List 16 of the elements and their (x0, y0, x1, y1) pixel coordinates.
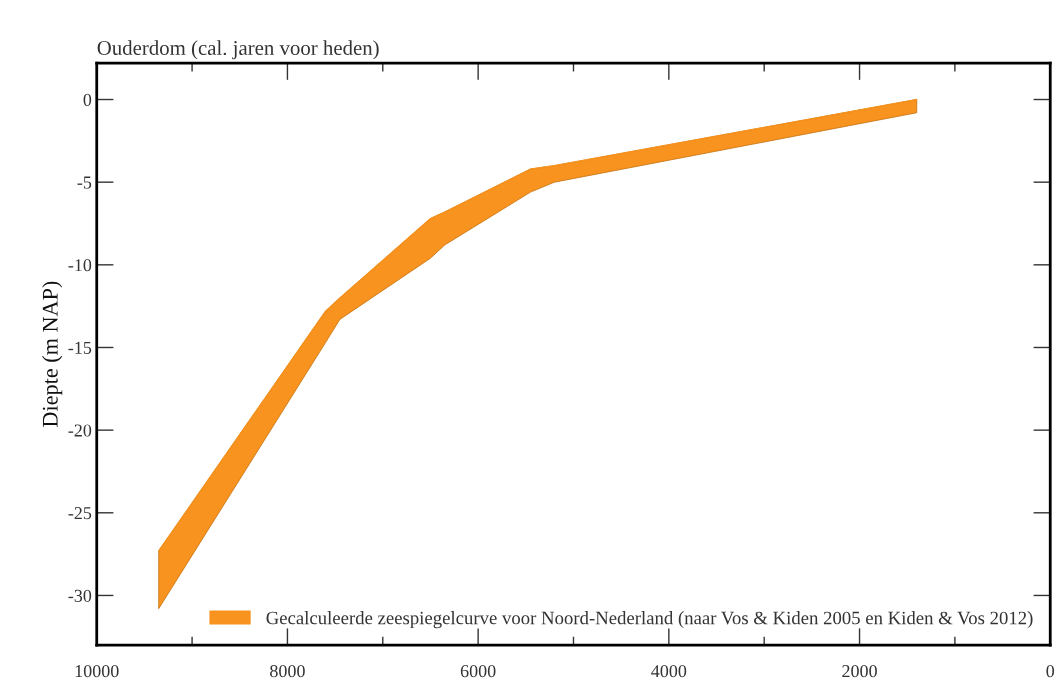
x-tick-label: 6000 (460, 665, 496, 678)
legend-label: Gecalculeerde zeespiegelcurve voor Noord-Nederland (naar Vos & Kiden 2005 en Kiden & Vos 2012) (266, 611, 1033, 629)
x-tick-label: 10000 (75, 665, 119, 678)
x-axis-title: Ouderdom (cal. jaren voor heden) (97, 40, 379, 60)
y-tick-label: -20 (68, 424, 92, 437)
x-tick-label: 2000 (842, 665, 877, 678)
y-tick-label: -25 (68, 507, 92, 520)
y-tick-label: 0 (83, 93, 92, 106)
y-tick-label: -30 (68, 589, 92, 602)
y-axis-title: Diepte (m NAP) (42, 281, 63, 427)
x-tick-label: 8000 (270, 665, 305, 678)
x-tick-label: 4000 (651, 665, 687, 678)
y-tick-label: -10 (68, 259, 92, 272)
y-tick-label: -15 (68, 341, 92, 354)
y-tick-label: -5 (77, 176, 92, 189)
x-tick-label: 0 (1046, 665, 1055, 678)
